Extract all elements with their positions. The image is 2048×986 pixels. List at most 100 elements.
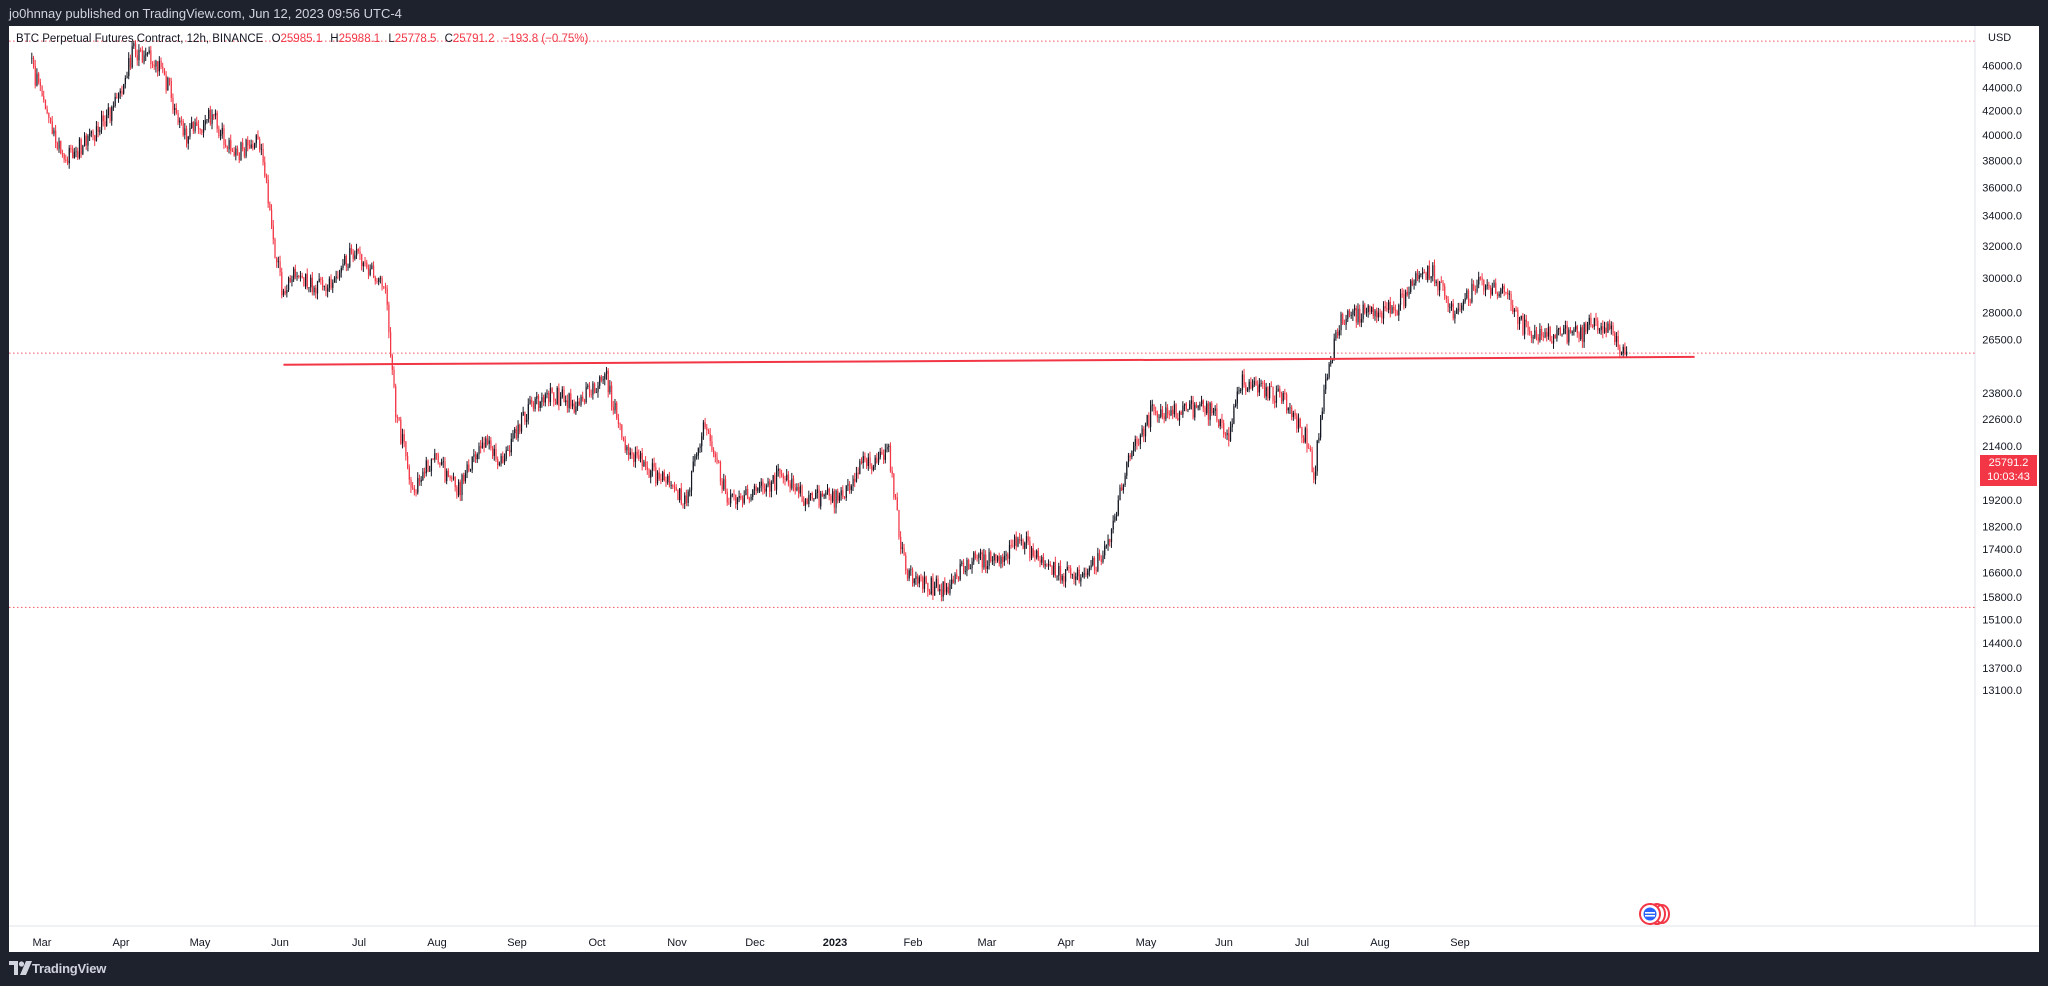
- candle-body: [684, 495, 686, 505]
- tradingview-brand[interactable]: TradingView: [32, 961, 107, 976]
- candle-body: [1367, 305, 1369, 312]
- candle-body: [862, 455, 864, 464]
- candle-body: [786, 474, 788, 481]
- candle-body: [1209, 403, 1211, 420]
- candle-body: [1138, 443, 1140, 445]
- candle-body: [854, 478, 856, 482]
- candle-body: [524, 411, 526, 423]
- candle-body: [537, 396, 540, 408]
- candle-body: [1604, 327, 1606, 333]
- candle-body: [493, 448, 495, 456]
- us-flag-icon[interactable]: [1636, 903, 1670, 925]
- candle-body: [43, 96, 45, 100]
- candle-body: [901, 547, 904, 549]
- candle-body: [1558, 327, 1560, 330]
- candle-body: [483, 442, 485, 448]
- candle-body: [832, 491, 834, 502]
- symbol-title: BTC Perpetual Futures Contract, 12h, BIN…: [16, 33, 264, 45]
- candle-body: [1559, 327, 1561, 334]
- candle-body: [587, 385, 589, 388]
- candle-body: [1360, 319, 1363, 323]
- candle-body: [1461, 305, 1463, 310]
- candle-body: [1544, 332, 1546, 338]
- candle-body: [354, 255, 356, 259]
- price-tick-label: 17400.0: [1982, 544, 2022, 556]
- candle-body: [1345, 318, 1347, 325]
- candle-body: [1078, 569, 1080, 582]
- candle-body: [1364, 304, 1366, 313]
- candle-body: [441, 462, 443, 465]
- candle-body: [995, 554, 997, 561]
- candle-body: [1161, 409, 1164, 417]
- candle-body: [267, 179, 269, 204]
- candle-body: [1619, 347, 1621, 354]
- candle-body: [1085, 573, 1087, 575]
- candle-body: [1464, 298, 1466, 302]
- candle-body: [900, 536, 902, 549]
- tradingview-logo-icon[interactable]: [9, 961, 33, 975]
- candle-body: [1467, 290, 1470, 302]
- candle-body: [1510, 293, 1512, 306]
- candle-body: [1014, 536, 1016, 546]
- candle-body: [791, 478, 793, 489]
- candle-body: [208, 109, 210, 120]
- candle-body: [150, 50, 152, 65]
- candle-body: [129, 57, 132, 68]
- time-tick-label: Nov: [667, 937, 687, 949]
- candle-body: [1508, 293, 1510, 295]
- price-tick-label: 28000.0: [1982, 307, 2022, 319]
- candle-body: [1258, 383, 1261, 393]
- candle-body: [946, 586, 948, 593]
- candle-body: [628, 446, 630, 456]
- candle-body: [1240, 389, 1242, 391]
- candle-body: [1287, 408, 1289, 411]
- candle-body: [1051, 565, 1053, 575]
- candle-body: [413, 488, 416, 493]
- candle-body: [1325, 379, 1327, 390]
- chart-panel[interactable]: 46000.0 44000.0 42000.0 40000.0 38000.0 36000…: [9, 26, 2039, 952]
- candle-body: [1321, 411, 1323, 419]
- candle-body: [1156, 413, 1159, 418]
- candle-body: [1401, 293, 1403, 295]
- candle-body: [191, 122, 193, 129]
- candle-body: [67, 160, 69, 164]
- candle-body: [522, 411, 524, 416]
- candle-body: [1202, 400, 1204, 408]
- candle-body: [259, 139, 261, 150]
- candle-body: [281, 272, 283, 296]
- candle-body: [986, 566, 989, 569]
- candle-body: [381, 278, 383, 287]
- candle-body: [631, 452, 633, 455]
- chart-svg[interactable]: 46000.0 44000.0 42000.0 40000.0 38000.0 36000…: [9, 26, 2039, 952]
- candle-body: [728, 502, 730, 504]
- candle-body: [1328, 364, 1330, 378]
- candle-body: [452, 477, 455, 479]
- candle-body: [1398, 304, 1400, 316]
- candle-body: [1284, 392, 1286, 395]
- candle-body: [888, 445, 890, 447]
- candle-body: [58, 140, 60, 149]
- candle-body: [214, 112, 217, 116]
- candle-body: [430, 459, 433, 471]
- candle-body: [182, 121, 184, 136]
- candle-body: [395, 386, 397, 417]
- candle-body: [434, 453, 436, 460]
- candle-body: [335, 276, 337, 278]
- currency-label[interactable]: USD: [1988, 32, 2012, 44]
- candle-body: [1542, 335, 1544, 338]
- price-tick-label: 32000.0: [1982, 241, 2022, 253]
- candle-body: [609, 385, 611, 393]
- candle-body: [745, 488, 747, 496]
- candle-body: [306, 273, 308, 288]
- candle-body: [301, 275, 303, 278]
- candle-body: [46, 109, 48, 113]
- candle-body: [1585, 323, 1587, 332]
- candle-body: [915, 576, 917, 580]
- candle-body: [1454, 313, 1456, 319]
- candle-body: [1524, 319, 1526, 335]
- candle-body: [1602, 326, 1604, 333]
- candle-body: [376, 281, 378, 282]
- candle-body: [296, 275, 298, 278]
- candle-body: [1201, 400, 1203, 405]
- candle-body: [1141, 428, 1143, 436]
